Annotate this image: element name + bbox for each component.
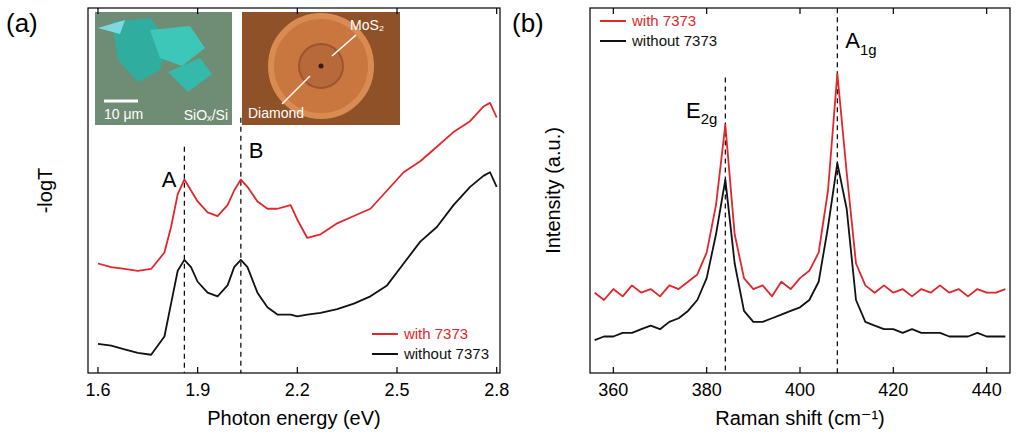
x-axis-title: Photon energy (eV): [207, 407, 380, 429]
x-tick-top: [396, 8, 397, 14]
legend-label: with 7373: [631, 12, 696, 29]
x-tick-label: 2.5: [384, 380, 409, 400]
legend: with 7373 without 7373: [372, 325, 489, 362]
figure: 10 μm SiOₓ/Si MoS₂ Diamond 1.6 1.9 2.2 2.5 2.8 Ph…: [0, 0, 1021, 437]
panel: 10 μm SiOₓ/Si MoS₂ Diamond 1.6 1.9 2.2 2.5 2.8 Ph…: [6, 8, 509, 429]
x-tick: [986, 367, 987, 373]
x-tick-top: [706, 8, 707, 14]
peak-label: E2g: [686, 98, 717, 128]
inset-label: MoS₂: [350, 17, 384, 33]
x-tick-top: [799, 8, 800, 14]
legend-swatch: [600, 20, 626, 22]
x-tick-label: 1.6: [85, 380, 110, 400]
peak-label: B: [249, 138, 264, 163]
legend-label: without 7373: [631, 32, 717, 49]
plot-frame: [590, 8, 1010, 373]
series-group: [98, 103, 497, 355]
plot-frame: [88, 8, 500, 373]
inset-arrow: [332, 35, 356, 56]
x-tick: [799, 367, 800, 373]
panel-letter: (b): [512, 8, 544, 38]
legend-label: with 7373: [403, 325, 468, 342]
x-tick: [97, 367, 98, 373]
peak-label-sub: 1g: [860, 41, 877, 58]
peak-line: [240, 118, 241, 373]
x-tick: [297, 367, 298, 373]
x-tick-label: 360: [598, 380, 628, 400]
inset-label: Diamond: [248, 105, 304, 121]
annotations: AB: [162, 118, 264, 373]
flake: [98, 20, 125, 34]
inset-label: 10 μm: [104, 106, 143, 122]
x-tick-top: [97, 8, 98, 14]
inset-photo: [95, 12, 232, 125]
x-tick-top: [297, 8, 298, 14]
legend-label: without 7373: [403, 345, 489, 362]
x-tick-top: [986, 8, 987, 14]
scale-bar: [104, 100, 138, 103]
peak-label-main: A: [845, 28, 860, 53]
x-tick-label: 400: [785, 380, 815, 400]
x-axis-title: Raman shift (cm⁻¹): [715, 407, 884, 429]
series-line: [98, 103, 497, 271]
sample-dot: [319, 64, 324, 69]
inset-label: SiOₓ/Si: [184, 107, 228, 123]
legend-swatch: [600, 40, 626, 42]
x-tick-label: 380: [692, 380, 722, 400]
x-tick: [396, 367, 397, 373]
y-axis-title: -logT: [34, 168, 56, 214]
x-tick: [197, 367, 198, 373]
x-tick: [496, 367, 497, 373]
panel-letter: (a): [6, 8, 38, 38]
legend-swatch: [372, 353, 398, 355]
x-tick: [893, 367, 894, 373]
x-tick-top: [613, 8, 614, 14]
peak-label: A: [162, 167, 177, 192]
peak-label-main: E: [686, 98, 701, 123]
x-tick-label: 1.9: [185, 380, 210, 400]
y-axis-title: Intensity (a.u.): [542, 127, 564, 254]
flake: [168, 58, 212, 92]
legend: with 7373 without 7373: [600, 12, 717, 49]
series-group: [595, 74, 1006, 340]
x-tick: [613, 367, 614, 373]
inset-arrow: [282, 76, 310, 104]
x-tick-top: [893, 8, 894, 14]
series-line: [98, 172, 497, 355]
x-tick: [706, 367, 707, 373]
insets: 10 μm SiOₓ/Si MoS₂ Diamond: [95, 12, 400, 125]
series-line: [595, 74, 1006, 300]
x-tick-label: 2.8: [484, 380, 509, 400]
peak-label: A1g: [845, 28, 876, 58]
x-tick-label: 2.2: [285, 380, 310, 400]
x-tick-label: 420: [878, 380, 908, 400]
x-tick-label: 440: [972, 380, 1002, 400]
x-tick-top: [496, 8, 497, 14]
x-tick-top: [197, 8, 198, 14]
peak-label-sub: 2g: [701, 110, 718, 127]
legend-swatch: [372, 333, 398, 335]
peak-line: [837, 8, 838, 373]
panel: 360 380 400 420 440 Raman shift (cm⁻¹) Intensi…: [512, 8, 1010, 429]
inset-photo: [242, 12, 400, 125]
series-line: [595, 163, 1006, 340]
peak-line: [725, 78, 726, 374]
